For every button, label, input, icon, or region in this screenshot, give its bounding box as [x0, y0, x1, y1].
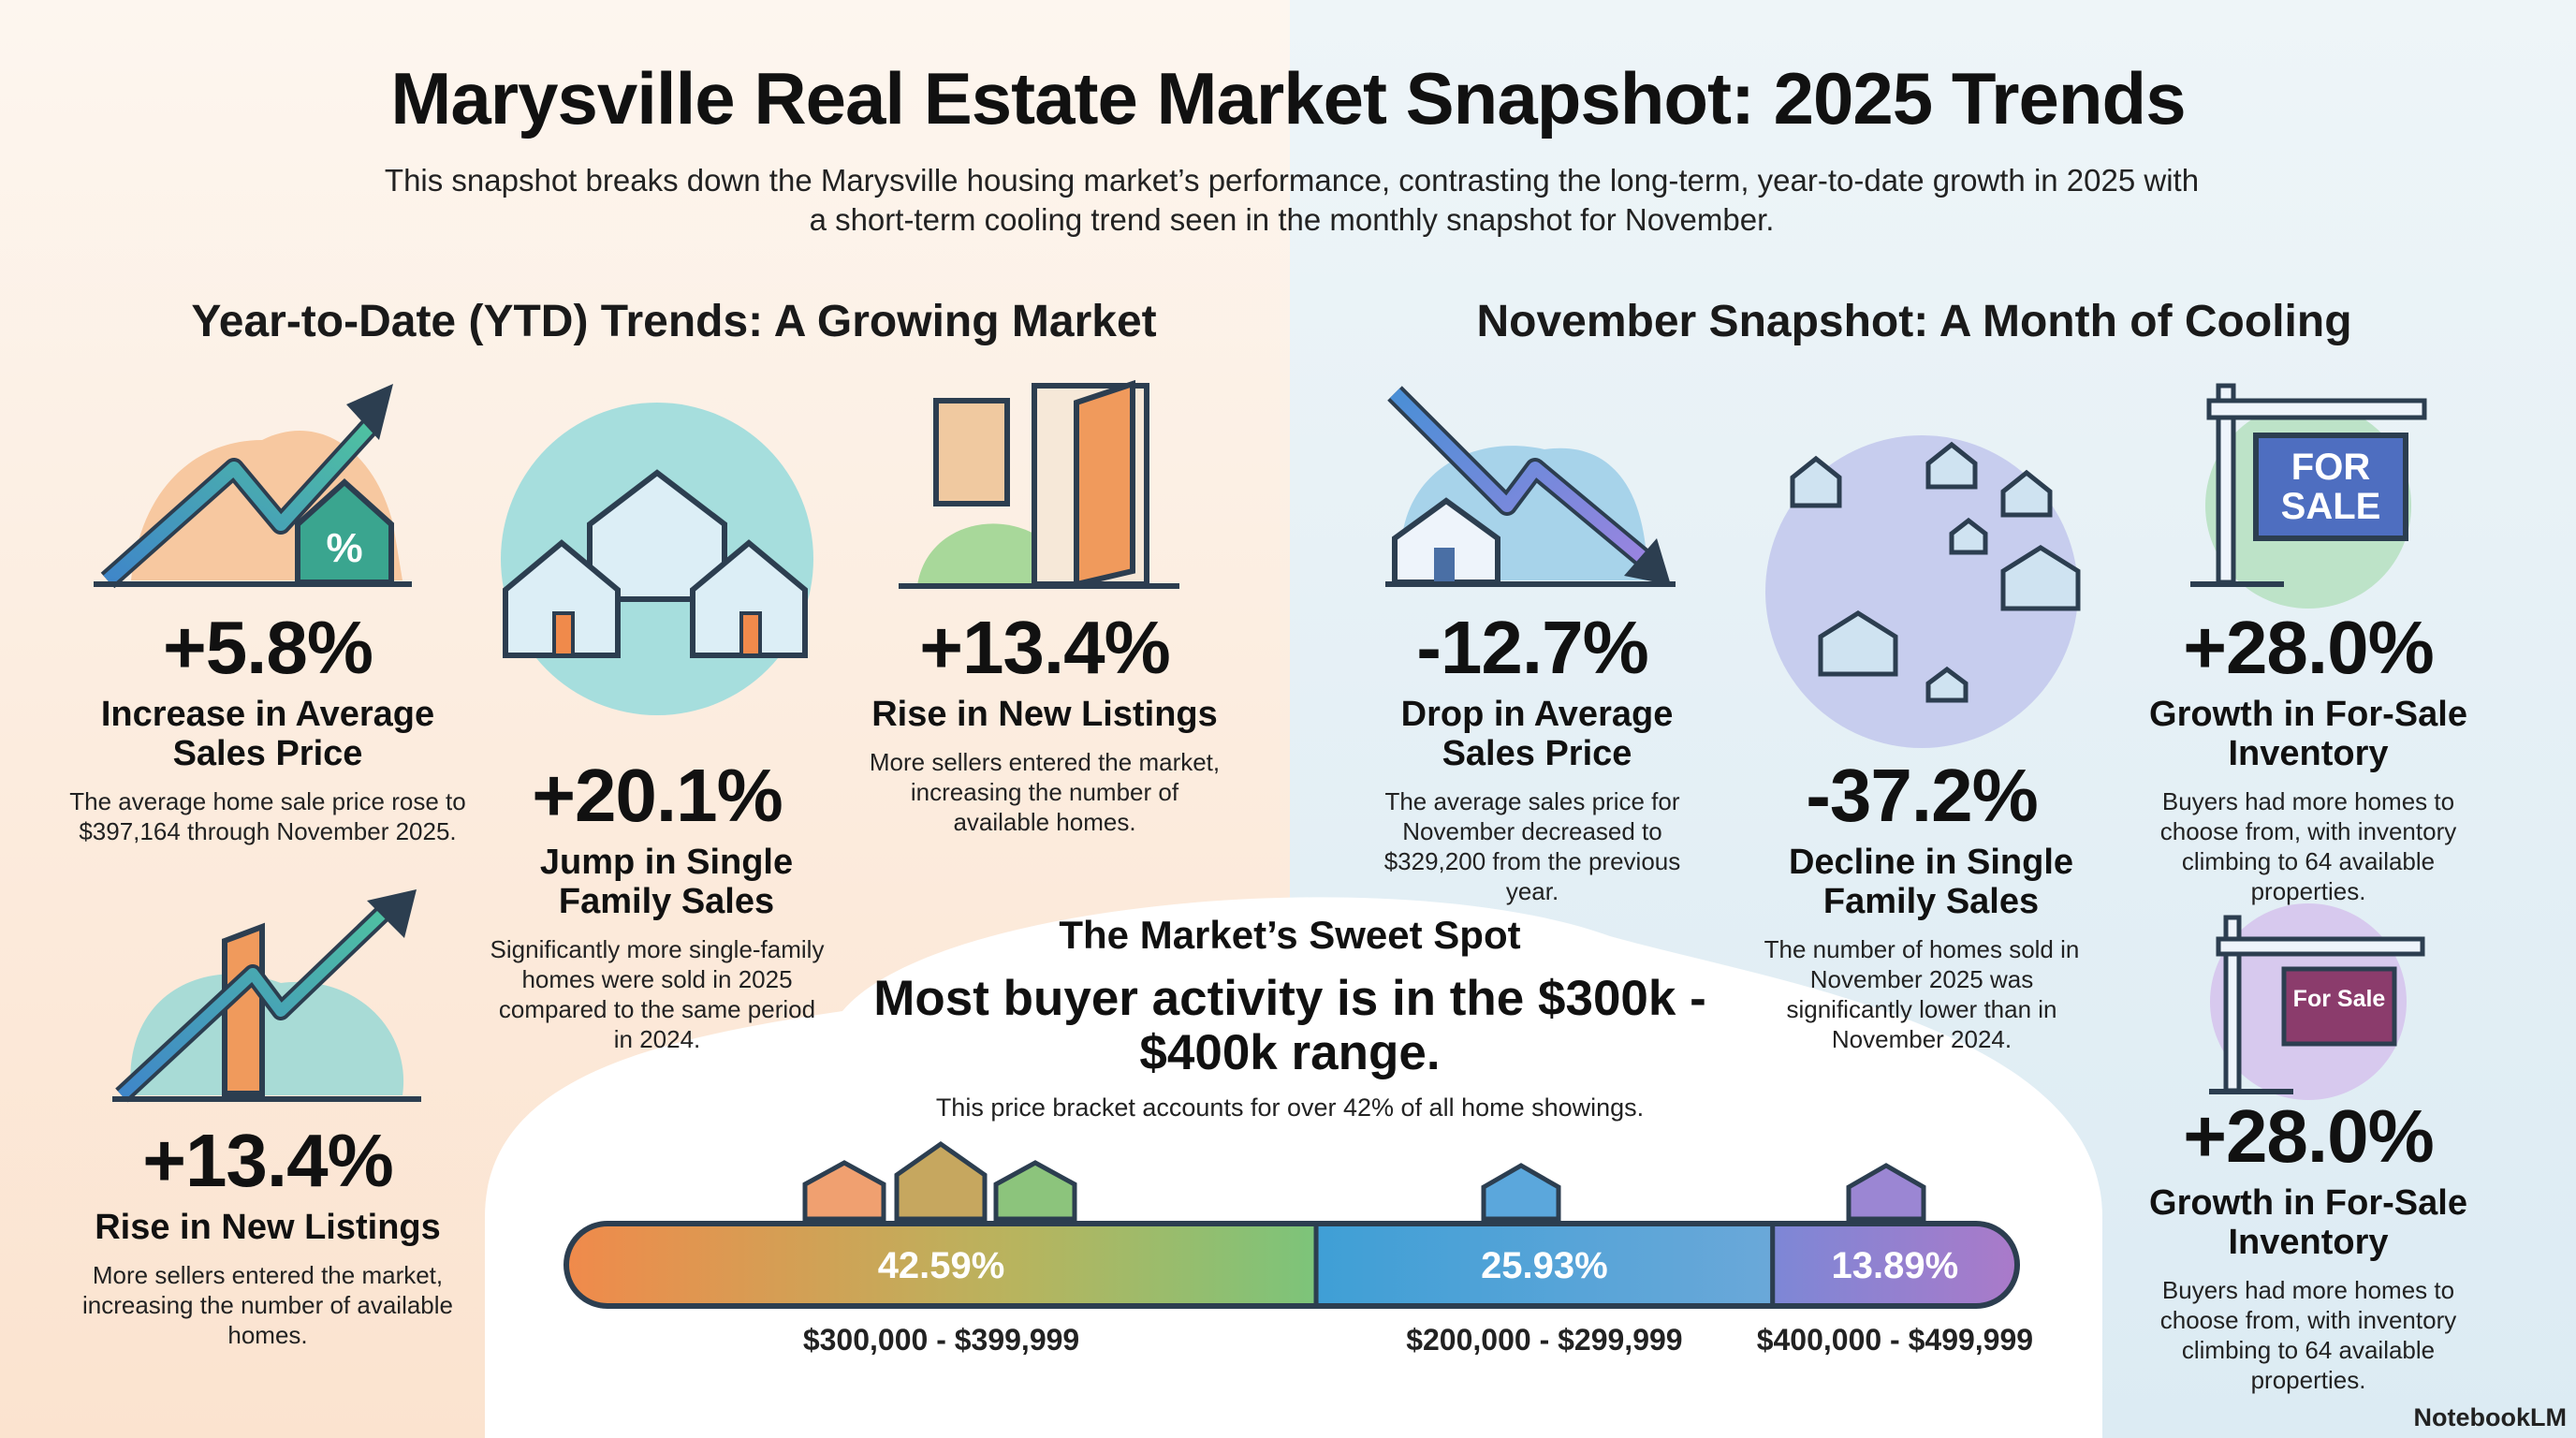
segment-label: 13.89%: [1832, 1245, 1959, 1286]
stat-text: The average home sale price rose to $397…: [69, 787, 466, 845]
stat-label: Growth in For-Sale Inventory: [2149, 695, 2467, 773]
stat-value: +13.4%: [142, 1119, 394, 1202]
stat-label: Jump in Single Family Sales: [539, 843, 794, 921]
stat-value: -37.2%: [1806, 754, 2038, 837]
sweet-spot-heading: The Market’s Sweet Spot: [1059, 913, 1521, 957]
price-bar: [566, 1224, 2017, 1306]
range-label: $200,000 - $299,999: [1406, 1323, 1682, 1357]
stat-text: Buyers had more homes to choose from, wi…: [2159, 1276, 2457, 1394]
range-label: $300,000 - $399,999: [803, 1323, 1079, 1357]
stat-text: More sellers entered the market, increas…: [869, 748, 1221, 836]
stat-card: +13.4% Rise in New Listings More sellers e…: [80, 1120, 455, 1350]
bar-segment: [1313, 1224, 1776, 1306]
stat-text: The number of homes sold in November 202…: [1764, 935, 2080, 1053]
stat-value: +20.1%: [532, 754, 783, 837]
stat-card: +20.1% Jump in Single Family Sales Signifi…: [489, 755, 826, 1054]
sign-text: For Sale: [2292, 986, 2386, 1012]
stat-label: Rise in New Listings: [95, 1208, 441, 1247]
title: Marysville Real Estate Market Snapshot: …: [390, 57, 2186, 139]
range-label: $400,000 - $499,999: [1757, 1323, 2033, 1357]
stat-card: +5.8% Increase in Average Sales Price The …: [62, 607, 474, 846]
segment-label: 25.93%: [1481, 1245, 1608, 1286]
stat-text: Buyers had more homes to choose from, wi…: [2159, 787, 2457, 905]
stat-text: More sellers entered the market, increas…: [81, 1261, 454, 1349]
stat-label: Rise in New Listings: [871, 695, 1218, 734]
sweet-spot-headline: Most buyer activity is in the $300k - $4…: [873, 971, 1706, 1080]
stat-label: Growth in For-Sale Inventory: [2149, 1183, 2467, 1262]
section-heading: November Snapshot: A Month of Cooling: [1476, 297, 2352, 346]
stat-card: +28.0% Growth in For-Sale Inventory Buyers…: [2130, 607, 2486, 906]
stat-value: -12.7%: [1416, 606, 1648, 689]
sign-text: FOR SALE: [2280, 447, 2381, 527]
stat-value: +13.4%: [919, 606, 1171, 689]
stat-label: Decline in Single Family Sales: [1788, 843, 2074, 921]
svg-text:%: %: [326, 525, 362, 571]
stat-label: Drop in Average Sales Price: [1400, 695, 1674, 773]
segment-label: 42.59%: [878, 1245, 1005, 1286]
stat-card: +13.4% Rise in New Listings More sellers e…: [867, 607, 1222, 837]
sweet-spot-note: This price bracket accounts for over 42%…: [935, 1093, 1645, 1122]
brand: NotebookLM: [2413, 1403, 2567, 1431]
stat-card: -37.2% Decline in Single Family Sales The …: [1753, 755, 2090, 1054]
stat-text: Significantly more single-family homes w…: [490, 935, 825, 1053]
stat-card: -12.7% Drop in Average Sales Price The ave…: [1359, 607, 1705, 906]
stat-text: The average sales price for November dec…: [1383, 787, 1681, 905]
section-heading: Year-to-Date (YTD) Trends: A Growing Mar…: [191, 297, 1157, 346]
stat-value: +28.0%: [2183, 1094, 2435, 1178]
stat-value: +28.0%: [2183, 606, 2435, 689]
stat-card: +28.0% Growth in For-Sale Inventory Buyers…: [2130, 1095, 2486, 1395]
stat-label: Increase in Average Sales Price: [100, 695, 435, 773]
stat-value: +5.8%: [162, 606, 373, 689]
subtitle: This snapshot breaks down the Marysville…: [384, 163, 2200, 237]
